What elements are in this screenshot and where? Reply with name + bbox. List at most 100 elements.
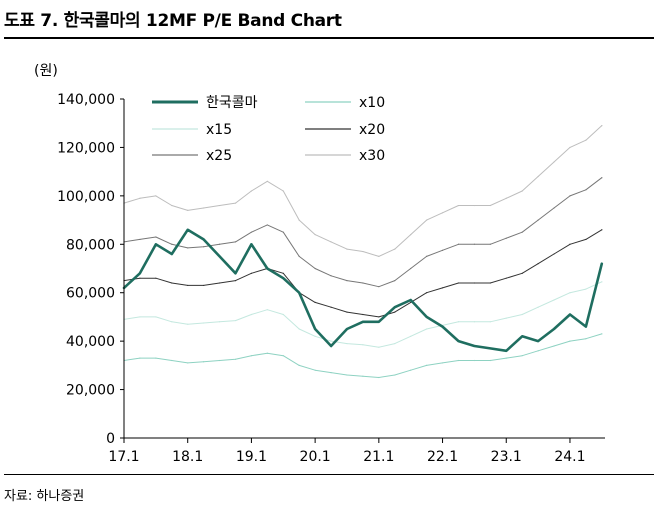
data-point-stock-price [569, 313, 571, 316]
data-point-x25 [218, 243, 221, 245]
data-point-x30 [473, 204, 475, 207]
data-point-stock-price [330, 345, 332, 347]
data-point-x25 [314, 267, 316, 270]
data-point-x25 [553, 207, 555, 209]
data-point-x25 [601, 177, 603, 179]
data-point-stock-price [553, 328, 555, 330]
data-point-stock-price [505, 350, 507, 352]
data-point-stock-price [410, 299, 412, 301]
y-tick-label: 40,000 [66, 334, 115, 350]
data-point-stock-price [282, 277, 284, 279]
data-point-x10 [394, 374, 396, 376]
data-point-x25 [139, 238, 141, 241]
data-point-x15 [234, 319, 237, 322]
data-point-x10 [410, 369, 412, 371]
data-point-x20 [473, 282, 475, 284]
series-line-x20 [123, 229, 603, 318]
data-point-x25 [410, 267, 412, 270]
data-point-x30 [266, 180, 268, 182]
data-point-x20 [505, 277, 507, 279]
data-point-x10 [537, 350, 539, 352]
data-point-x30 [553, 161, 555, 163]
data-point-x15 [585, 288, 587, 290]
data-point-x25 [266, 224, 268, 226]
data-point-x10 [378, 376, 380, 379]
data-point-x25 [282, 231, 284, 233]
data-point-x20 [378, 316, 380, 318]
y-axis-ticks: 0 20,000 40,000 60,000 80,000 100,000 120,000 1… [57, 92, 124, 447]
data-point-x15 [521, 313, 523, 316]
data-point-x30 [410, 234, 412, 236]
legend-label-x20: x20 [359, 122, 385, 138]
data-point-stock-price [426, 316, 428, 318]
data-point-x30 [537, 175, 539, 178]
data-point-x30 [505, 197, 507, 199]
data-point-x30 [569, 146, 571, 149]
data-point-x15 [155, 316, 157, 318]
data-point-x25 [394, 280, 396, 282]
data-point-x20 [346, 311, 348, 313]
data-point-x15 [426, 328, 428, 330]
series-line-x10 [123, 333, 603, 378]
data-point-x10 [585, 338, 587, 340]
data-point-x25 [171, 243, 173, 245]
data-point-x10 [314, 369, 316, 371]
data-point-stock-price [473, 345, 475, 347]
data-point-x20 [282, 272, 284, 274]
x-tick-label: 24.1 [554, 449, 585, 465]
data-point-x10 [139, 357, 141, 359]
data-point-x30 [362, 250, 364, 253]
data-point-x15 [171, 321, 173, 323]
data-point-x30 [171, 204, 173, 207]
data-point-x10 [521, 355, 523, 357]
data-point-x25 [585, 189, 587, 191]
data-point-x25 [457, 243, 460, 245]
data-point-x15 [378, 346, 380, 348]
data-point-stock-price [171, 253, 173, 255]
x-tick-label: 23.1 [491, 449, 522, 465]
data-point-stock-price [314, 328, 316, 330]
data-point-x30 [234, 202, 237, 204]
data-point-x10 [298, 364, 300, 366]
data-point-x20 [314, 301, 316, 303]
data-point-x15 [298, 328, 300, 330]
data-point-x10 [505, 357, 507, 359]
series-line-stock-price [122, 228, 604, 353]
data-point-stock-price [346, 328, 348, 330]
data-point-x30 [489, 204, 491, 207]
data-point-x20 [489, 282, 491, 284]
data-point-x30 [155, 195, 157, 197]
y-axis-unit-label: (원) [34, 63, 58, 79]
data-point-x25 [441, 249, 444, 251]
data-point-x15 [203, 322, 205, 324]
data-point-x25 [203, 246, 205, 248]
data-point-stock-price [537, 340, 539, 342]
data-point-x30 [203, 207, 205, 209]
data-point-x25 [155, 236, 157, 238]
data-point-stock-price [601, 263, 603, 265]
data-point-x25 [250, 231, 253, 233]
data-point-x20 [553, 253, 555, 255]
pe-band-chart: (원) 0 20,000 40,000 60,000 80,000 100,000 120,… [34, 63, 605, 465]
legend: 한국콜마 x10 x15 x20 x25 x30 [152, 95, 385, 164]
data-point-x20 [585, 238, 587, 241]
data-point-x15 [457, 321, 460, 323]
data-point-x20 [139, 277, 141, 279]
data-point-x10 [362, 375, 364, 377]
data-point-x10 [171, 359, 173, 362]
data-point-x30 [426, 219, 428, 221]
data-point-x15 [505, 317, 507, 319]
data-point-x25 [569, 195, 571, 197]
data-point-x20 [234, 280, 237, 282]
data-point-x30 [585, 139, 587, 141]
data-point-x15 [537, 306, 539, 308]
data-point-x10 [187, 362, 189, 364]
legend-label-x30: x30 [359, 148, 385, 164]
data-point-x25 [426, 255, 428, 257]
data-point-x20 [203, 284, 205, 287]
data-point-stock-price [457, 340, 460, 342]
data-point-x15 [346, 342, 348, 345]
data-point-x20 [441, 287, 444, 289]
data-point-x15 [489, 321, 491, 323]
data-point-stock-price [203, 238, 205, 241]
